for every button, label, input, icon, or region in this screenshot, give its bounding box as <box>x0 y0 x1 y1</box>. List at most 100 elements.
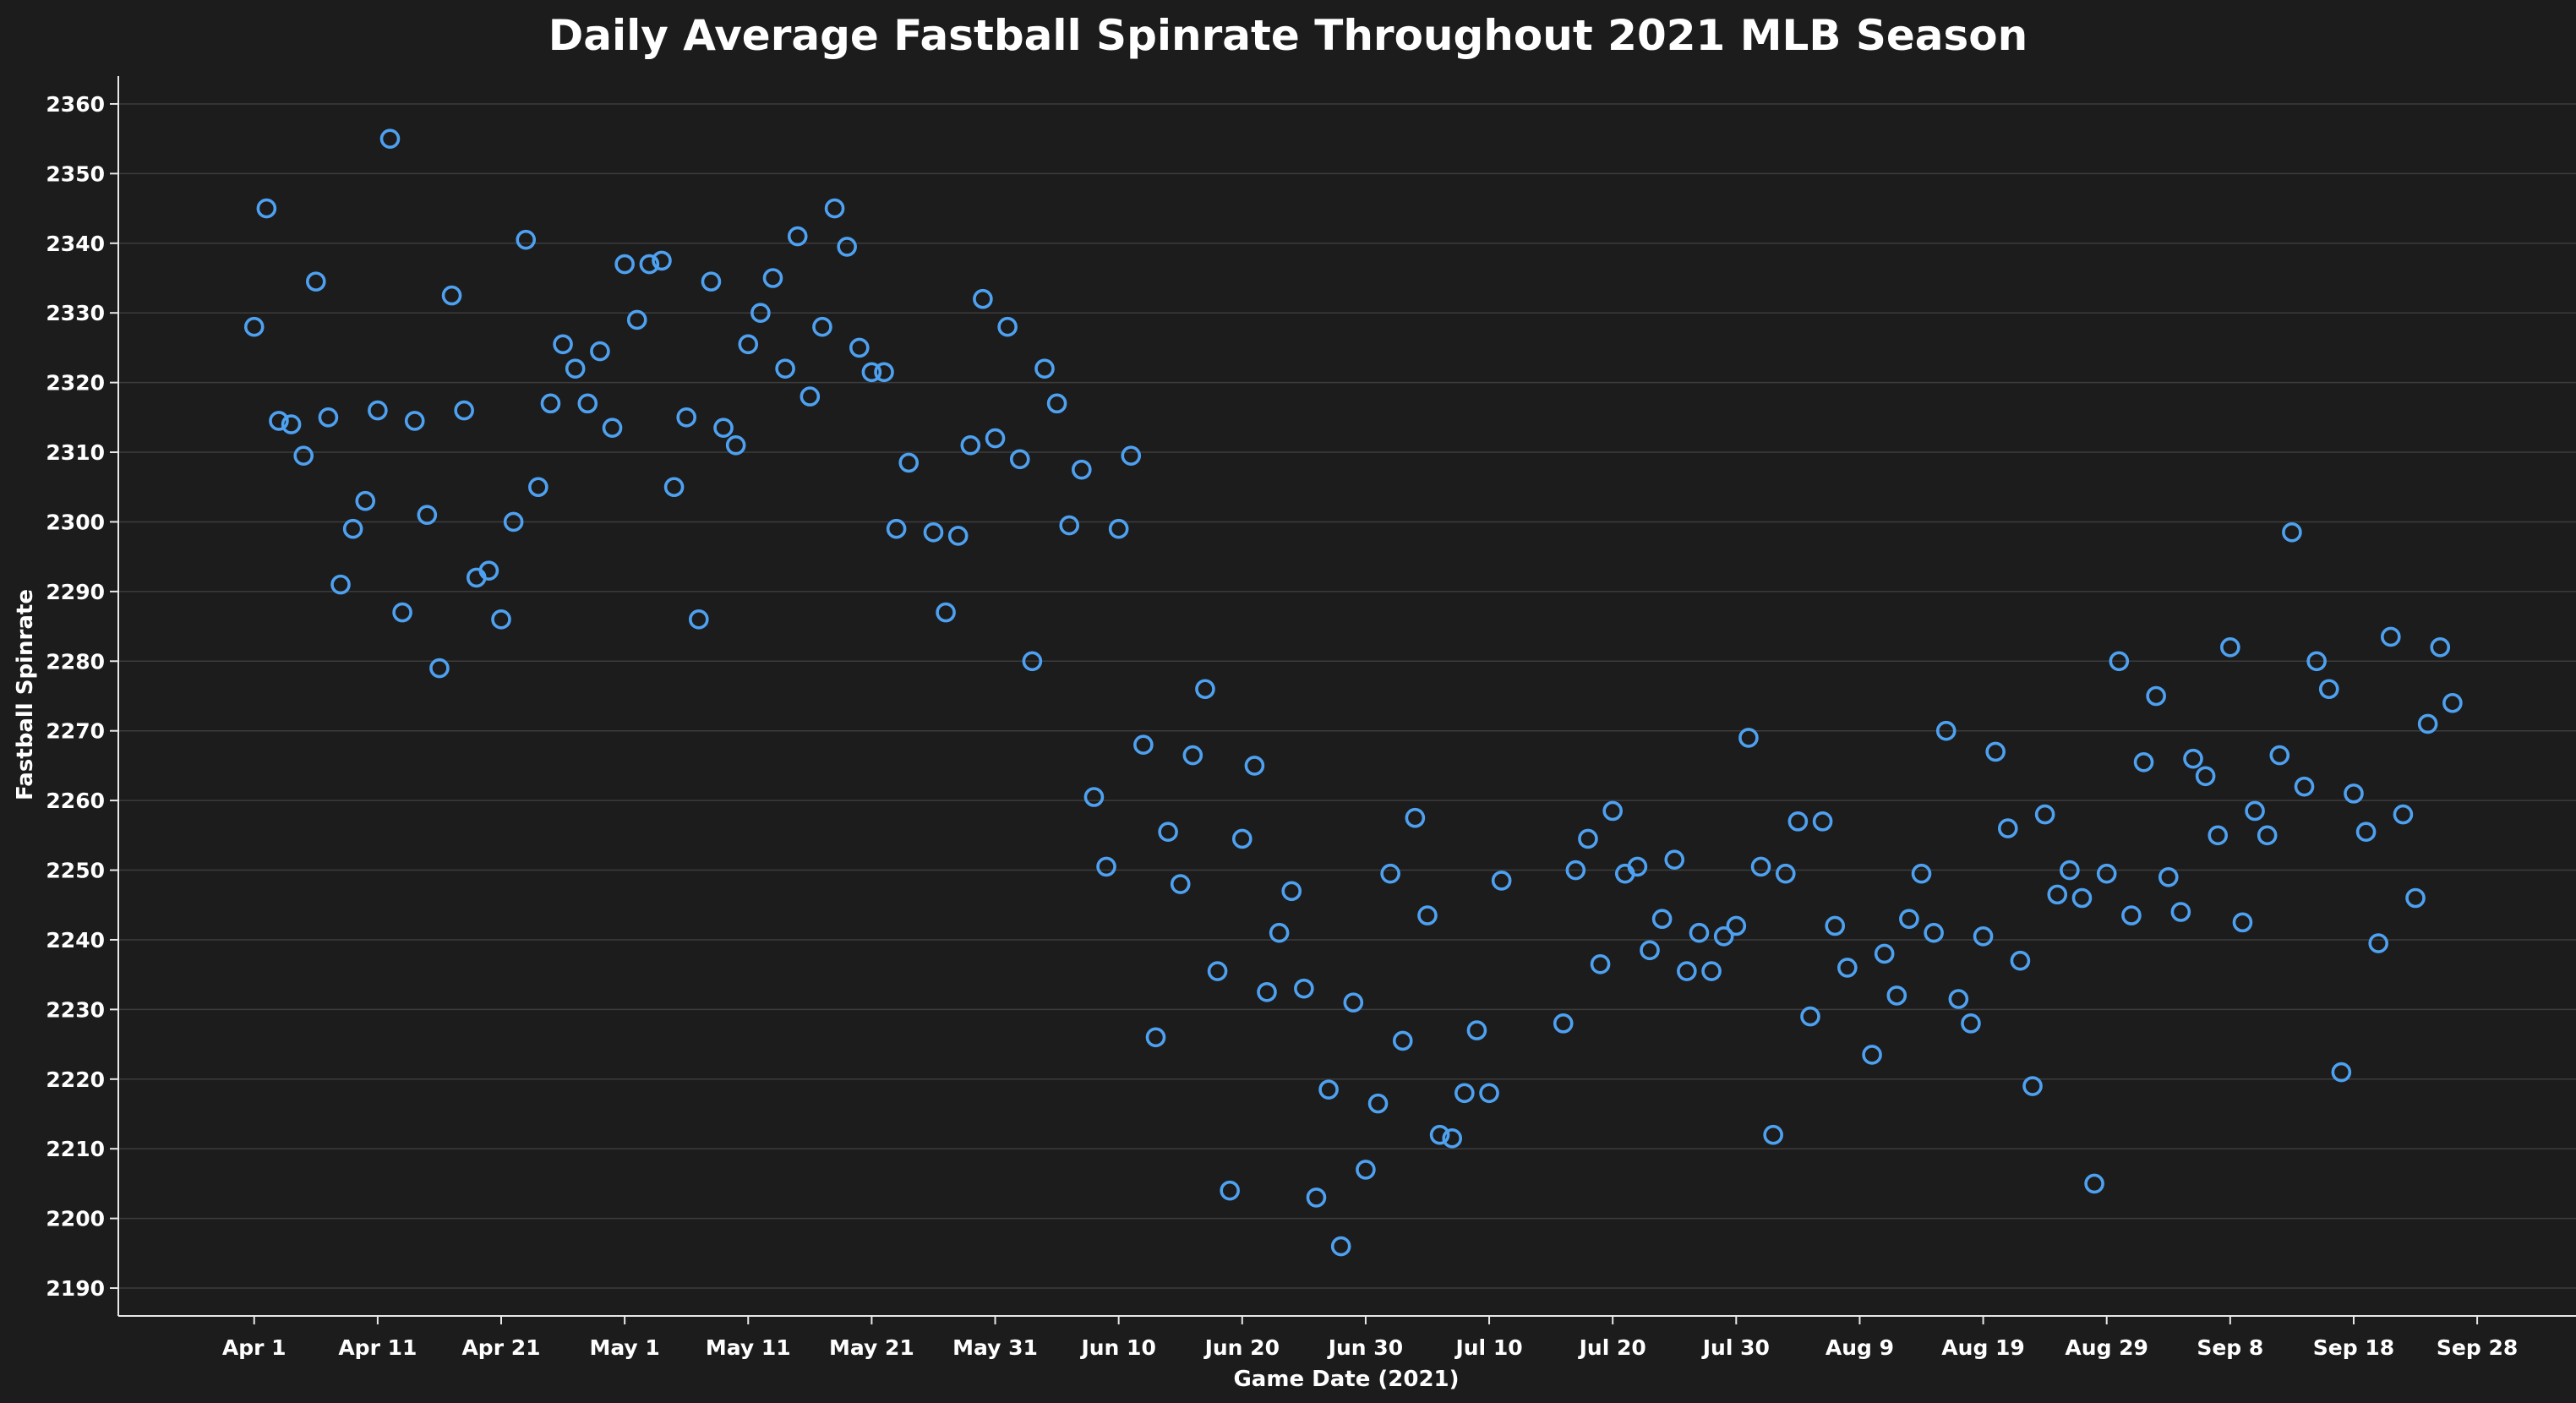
x-tick-label: May 31 <box>952 1335 1038 1360</box>
y-tick-label: 2270 <box>46 719 105 744</box>
data-point <box>1356 1160 1376 1180</box>
data-point <box>528 477 548 498</box>
data-point <box>1108 518 1129 539</box>
data-point <box>565 358 586 379</box>
data-point <box>1961 1013 1981 1034</box>
y-tick-label: 2220 <box>46 1067 105 1092</box>
data-point <box>738 334 759 355</box>
data-point <box>812 316 832 337</box>
data-point <box>1899 909 1919 930</box>
data-point <box>392 602 412 623</box>
y-tick-label: 2250 <box>46 859 105 883</box>
data-point <box>330 574 351 595</box>
data-point <box>676 407 697 428</box>
data-point <box>491 609 511 630</box>
data-point <box>1145 1027 1166 1048</box>
data-point <box>2121 905 2142 925</box>
x-tick-label: Aug 29 <box>2065 1335 2148 1360</box>
data-point <box>2442 692 2463 713</box>
y-axis-label: Fastball Spinrate <box>13 589 38 800</box>
gridlines <box>118 103 2576 1289</box>
data-point <box>1689 922 1710 943</box>
data-point <box>2010 950 2031 971</box>
y-tick-label: 2280 <box>46 649 105 674</box>
data-point <box>861 362 882 383</box>
data-point <box>2355 822 2377 843</box>
x-tick-label: Sep 8 <box>2197 1335 2263 1360</box>
data-point <box>2368 933 2388 953</box>
data-point <box>590 341 610 362</box>
data-point <box>1750 856 1771 877</box>
data-point <box>243 316 265 337</box>
x-tick-label: Apr 11 <box>338 1335 417 1360</box>
data-point <box>1713 926 1734 947</box>
data-point <box>2245 800 2265 822</box>
data-points <box>243 128 2463 1257</box>
data-point <box>997 316 1018 337</box>
data-point <box>936 602 956 623</box>
data-point <box>837 237 857 257</box>
y-tick-label: 2310 <box>46 440 105 465</box>
data-point <box>1022 651 1043 672</box>
data-point <box>1244 756 1265 776</box>
data-point <box>379 128 401 149</box>
data-point <box>1924 922 1944 943</box>
data-point <box>1701 961 1722 981</box>
data-point <box>1059 515 1080 536</box>
data-point <box>441 285 462 306</box>
x-ticks: Apr 1 Apr 11 Apr 21 May 1 May 11 May 21 May 31… <box>222 1316 2518 1360</box>
data-point <box>725 435 746 456</box>
data-point <box>2282 522 2302 543</box>
data-point <box>614 254 635 275</box>
data-point <box>639 254 660 275</box>
data-point <box>2096 863 2117 884</box>
data-point <box>1121 445 1142 466</box>
data-point <box>1466 1020 1487 1040</box>
data-point <box>1553 1013 1574 1034</box>
data-point <box>2183 748 2203 769</box>
data-point <box>1997 818 2018 838</box>
data-point <box>2109 651 2130 672</box>
data-point <box>923 522 944 543</box>
data-point <box>602 418 623 438</box>
data-point <box>577 393 598 414</box>
data-point <box>689 609 709 630</box>
data-point <box>1874 943 1895 964</box>
data-point <box>429 658 450 679</box>
y-tick-label: 2240 <box>46 928 105 953</box>
data-point <box>2318 679 2339 700</box>
data-point <box>2047 884 2068 905</box>
data-point <box>293 445 314 466</box>
data-point <box>1837 958 1858 978</box>
data-point <box>1664 849 1685 870</box>
data-point <box>1405 807 1426 828</box>
data-point <box>2084 1173 2104 1194</box>
x-tick-label: May 21 <box>829 1335 914 1360</box>
x-tick-label: Aug 19 <box>1941 1335 2025 1360</box>
data-point <box>2232 912 2253 933</box>
data-point <box>2257 825 2278 846</box>
data-point <box>1812 811 1833 832</box>
x-axis-label: Game Date (2021) <box>1233 1367 1459 1392</box>
data-point <box>1651 909 1673 930</box>
data-point <box>1726 915 1747 936</box>
data-point <box>947 526 969 546</box>
data-point <box>2158 866 2179 887</box>
data-point <box>355 490 376 511</box>
data-point <box>1886 985 1907 1006</box>
data-point <box>800 386 821 407</box>
data-point <box>1590 954 1611 974</box>
data-point <box>1417 905 1438 925</box>
data-point <box>2344 783 2364 804</box>
data-point <box>985 428 1006 449</box>
data-point <box>1392 1030 1413 1051</box>
data-point <box>1738 728 1759 748</box>
x-tick-label: Jun 20 <box>1203 1335 1280 1360</box>
data-point <box>503 511 524 532</box>
data-point <box>1825 915 1846 936</box>
data-point <box>849 337 870 358</box>
y-tick-label: 2360 <box>46 92 105 117</box>
data-point <box>306 271 326 292</box>
